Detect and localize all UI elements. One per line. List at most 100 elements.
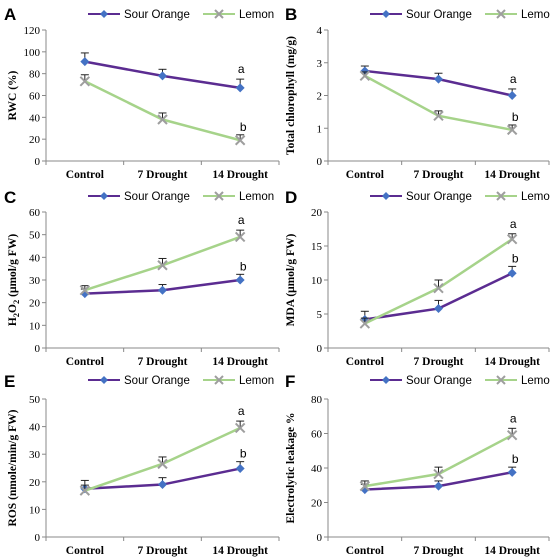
panel-b-y-tick-label: 3 <box>317 58 323 70</box>
panel-c-y-tick-label: 50 <box>29 230 41 242</box>
panel-b-x-tick-label: 14 Drought <box>484 169 540 181</box>
panel-e-y-tick-label: 50 <box>29 394 41 406</box>
panel-a-y-tick-label: 0 <box>35 156 41 168</box>
panel-b-y-tick-label: 0 <box>317 156 323 168</box>
panel-c-legend-lemon: Lemon <box>239 191 274 203</box>
panel-c-x-tick-label: Control <box>66 356 104 368</box>
panel-d-y-tick-label: 20 <box>311 207 323 219</box>
panel-a-x-tick-label: 7 Drought <box>138 169 188 181</box>
panel-c-point-sour-orange <box>158 285 167 295</box>
panel-a-point-lemon <box>234 135 246 146</box>
panel-a-point-sour-orange <box>80 57 90 67</box>
panel-c-point-lemon <box>79 284 91 296</box>
panel-b-y-tick-label: 4 <box>317 25 323 37</box>
panel-b-letter: B <box>285 5 297 24</box>
panel-c-point-lemon <box>234 231 246 243</box>
panel-f-letter: F <box>285 372 295 391</box>
panel-a-y-tick-label: 100 <box>24 47 41 59</box>
panel-e-point-lemon <box>234 422 246 434</box>
panel-e-point-lemon <box>157 458 168 470</box>
panel-c-y-tick-label: 20 <box>29 298 41 310</box>
panel-d-point-lemon <box>506 233 518 245</box>
panel-e-legend-marker-sour-orange <box>100 376 108 384</box>
panel-e-legend-marker-lemon <box>214 375 224 385</box>
panel-f-sig-letter-a: a <box>510 411 517 425</box>
panel-d-legend-sour-orange: Sour Orange <box>406 191 472 203</box>
panel-f-point-sour-orange <box>507 467 517 477</box>
panel-e-letter: E <box>4 372 15 391</box>
panel-c-letter: C <box>4 188 16 207</box>
panel-b-legend-marker-sour-orange <box>382 10 390 18</box>
panel-c-x-tick-label: 7 Drought <box>138 356 188 368</box>
panel-f-y-tick-label: 20 <box>311 498 323 510</box>
panel-d-y-tick-label: 10 <box>311 275 323 287</box>
panel-a-y-tick-label: 120 <box>24 25 41 37</box>
panel-f-line-lemon <box>364 434 513 488</box>
panel-d-y-tick-label: 0 <box>317 343 323 355</box>
panel-a-sig-letter-b: b <box>240 120 247 134</box>
panel-e-y-tick-label: 40 <box>29 422 41 434</box>
panel-e-y-tick-label: 10 <box>29 504 41 516</box>
panel-c-y-tick-label: 60 <box>29 207 41 219</box>
panel-f-x-tick-label: 14 Drought <box>484 545 540 557</box>
panel-b-point-sour-orange <box>507 91 517 100</box>
panel-d-y-tick-label: 5 <box>317 309 323 321</box>
panel-c-sig-letter-b: b <box>240 259 247 273</box>
panel-c-point-lemon <box>157 260 168 271</box>
panel-d-legend-marker-sour-orange <box>382 192 390 200</box>
panel-e-point-sour-orange <box>235 464 245 474</box>
panel-f-y-tick-label: 40 <box>311 463 323 475</box>
panel-c-x-tick-label: 14 Drought <box>212 356 268 368</box>
panel-b-sig-letter-a: a <box>510 72 517 86</box>
panel-e-point-sour-orange <box>158 480 167 490</box>
panel-f-sig-letter-b: b <box>512 452 519 466</box>
panel-e-y-tick-label: 0 <box>35 532 41 544</box>
panel-d-x-tick-label: Control <box>346 356 384 368</box>
panel-d-sig-letter-a: a <box>510 217 517 231</box>
panel-b-x-tick-label: Control <box>346 169 384 181</box>
panel-b-point-lemon <box>433 110 444 122</box>
panel-a-legend-sour-orange: Sour Orange <box>124 9 190 21</box>
panel-b-point-lemon <box>359 70 371 82</box>
panel-f-point-lemon <box>433 468 444 480</box>
panel-e-x-tick-label: 14 Drought <box>212 545 268 557</box>
panel-b-line-lemon <box>364 74 513 132</box>
panel-d-letter: D <box>285 188 297 207</box>
panel-c-legend-sour-orange: Sour Orange <box>124 191 190 203</box>
panel-a-y-axis-label: RWC (%) <box>7 70 19 120</box>
panel-a-point-lemon <box>79 76 91 87</box>
panel-f-legend-lemon: Lemon <box>521 375 550 387</box>
panel-f-x-tick-label: Control <box>346 545 384 557</box>
panel-f-point-lemon <box>359 480 371 492</box>
panel-f-y-tick-label: 80 <box>311 394 323 406</box>
panel-a-point-sour-orange <box>158 71 167 81</box>
panel-a-point-sour-orange <box>235 83 245 93</box>
panel-a-sig-letter-a: a <box>238 62 245 76</box>
panel-f-legend-marker-lemon <box>496 375 506 385</box>
panel-d-legend-lemon: Lemon <box>521 191 550 203</box>
panel-a-line-lemon <box>84 80 241 142</box>
panel-e-x-tick-label: Control <box>66 545 104 557</box>
panel-a-legend-marker-lemon <box>214 9 224 19</box>
panel-e-y-tick-label: 30 <box>29 449 41 461</box>
panel-d-y-tick-label: 15 <box>311 241 323 253</box>
panel-a-x-tick-label: 14 Drought <box>212 169 268 181</box>
panel-a-legend-marker-sour-orange <box>100 10 108 18</box>
panel-e-y-tick-label: 20 <box>29 477 41 489</box>
panel-c-legend-marker-lemon <box>214 191 224 201</box>
panel-c-y-axis-label: H2O2 (μmol/g FW) <box>7 234 21 326</box>
panel-a-letter: A <box>4 5 16 24</box>
panel-c-y-tick-label: 0 <box>35 343 41 355</box>
panel-a-y-tick-label: 40 <box>29 112 41 124</box>
panel-a-y-tick-label: 80 <box>29 69 41 81</box>
panel-b-legend-marker-lemon <box>496 9 506 19</box>
panel-b-sig-letter-b: b <box>512 110 519 124</box>
panel-c-y-tick-label: 10 <box>29 320 41 332</box>
panel-d-x-tick-label: 7 Drought <box>414 356 464 368</box>
panel-e-x-tick-label: 7 Drought <box>138 545 188 557</box>
panel-b-point-lemon <box>506 124 518 136</box>
panel-f-y-tick-label: 60 <box>311 429 323 441</box>
panel-c-y-tick-label: 30 <box>29 275 41 287</box>
panel-b-y-axis-label: Total chlorophyll (mg/g) <box>285 36 297 155</box>
